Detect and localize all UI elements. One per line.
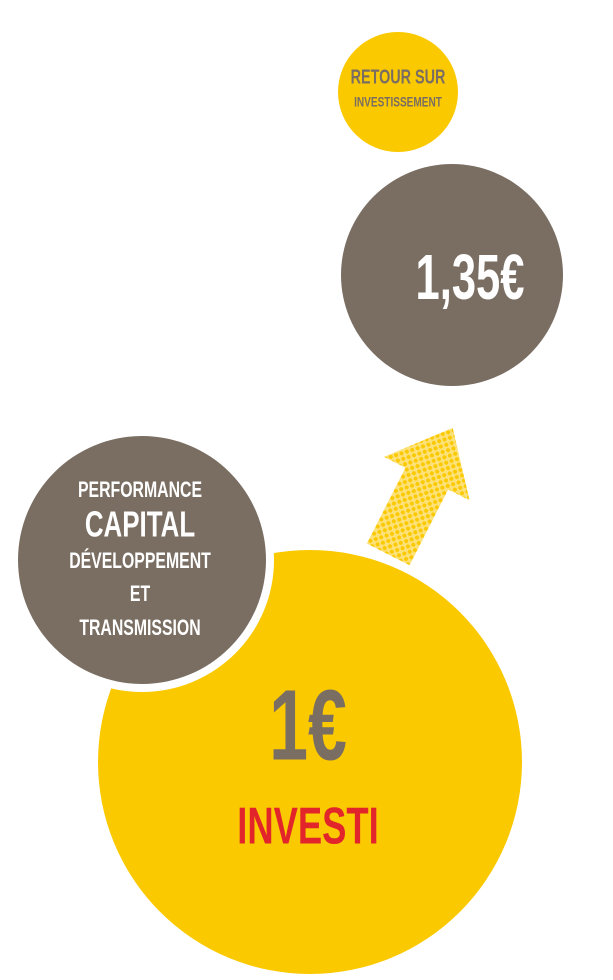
- return-line: RETOUR SUR: [351, 65, 446, 88]
- value-bubble: [341, 164, 563, 386]
- performance-bubble: [18, 436, 266, 684]
- invested-value: 1€: [269, 670, 347, 781]
- arrow: [366, 427, 470, 566]
- return-bubble: [338, 32, 458, 152]
- arrow-shape: [366, 427, 470, 566]
- return-value: 1,35€: [416, 240, 525, 313]
- return-line: INVESTISSEMENT: [354, 94, 442, 110]
- performance-line: CAPITAL: [85, 504, 195, 544]
- performance-line: ET: [130, 582, 150, 606]
- performance-line: PERFORMANCE: [78, 478, 202, 502]
- invested-label: INVESTI: [237, 796, 379, 855]
- performance-line: TRANSMISSION: [79, 616, 200, 640]
- performance-line: DÉVELOPPEMENT: [69, 548, 211, 573]
